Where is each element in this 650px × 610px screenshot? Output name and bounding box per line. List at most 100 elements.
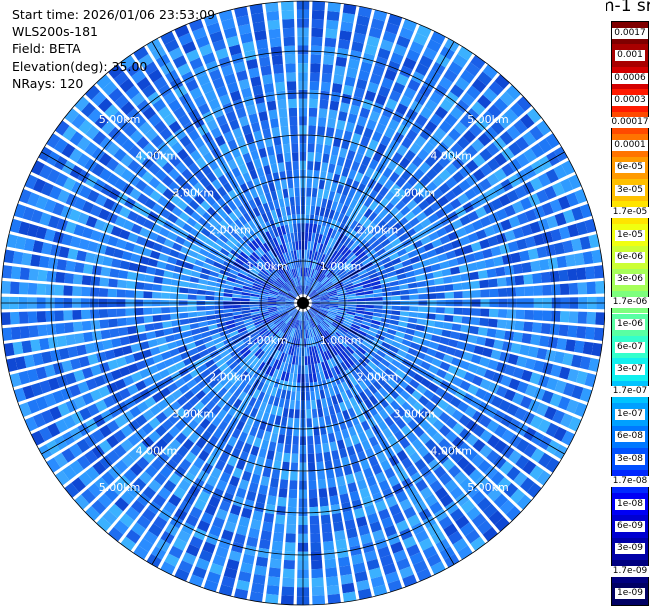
range-gate-cell [309,89,319,100]
field-label: Field: BETA [12,41,81,57]
ray [218,9,301,295]
range-gate-cell [346,67,358,79]
range-gate-cell [36,311,47,323]
range-gate-cell [318,263,324,272]
range-gate-cell [299,258,302,268]
azimuth-line [302,302,565,455]
range-gate-cell [341,93,352,105]
range-gate-cell [343,280,353,286]
range-gate-cell [387,579,403,593]
range-gate-cell [501,163,515,177]
range-gate-cell [504,230,516,242]
range-gate-cell [300,329,303,339]
range-gate-cell [288,336,293,346]
range-gate-cell [334,165,343,176]
range-gate-cell [369,110,381,123]
range-gate-cell [223,288,234,294]
range-gate-cell [143,219,155,230]
range-gate-cell [158,487,172,500]
range-gate-cell [206,22,221,35]
range-gate-cell [152,291,162,299]
range-gate-cell [566,192,579,207]
range-gate-cell [227,272,238,279]
range-gate-cell [344,158,353,169]
range-gate-cell [238,571,252,583]
range-gate-cell [149,250,161,260]
range-gate-cell [310,205,316,215]
range-gate-cell [361,420,371,431]
range-gate-cell [339,339,348,348]
colorbar-tick-label: 0.00017 [609,117,650,129]
range-gate-cell [439,336,450,346]
range-gate-cell [479,415,492,428]
range-gate-cell [533,387,546,401]
range-gate-cell [496,319,507,329]
range-gate-cell [482,526,498,542]
range-gate-cell [292,161,299,171]
range-gate-cell [369,483,381,496]
range-gate-cell [181,426,193,438]
range-gate-cell [384,202,395,213]
range-gate-cell [54,310,64,322]
range-gate-cell [455,99,470,113]
colorbar-tick-label: 0.0003 [612,94,648,106]
range-gate-cell [375,122,387,135]
range-gate-cell [361,367,370,377]
range-gate-cell [403,506,417,519]
range-gate-cell [351,276,361,283]
range-gate-cell [335,316,344,322]
range-gate-cell [264,333,273,342]
range-gate-cell [542,310,552,322]
range-gate-cell [357,251,367,260]
range-gate-cell [439,472,453,486]
range-gate-cell [78,356,90,368]
azimuth-line [41,151,304,304]
range-gate-cell [579,356,591,370]
range-gate-cell [239,225,249,236]
range-gate-cell [322,532,334,542]
ray [6,304,295,372]
range-gate-cell [187,294,197,300]
range-gate-cell [391,340,402,349]
range-gate-cell [292,288,298,296]
range-gate-cell [98,362,111,374]
range-gate-cell [143,530,158,545]
range-gate-cell [428,341,440,350]
range-gate-cell [286,317,293,325]
range-gate-cell [135,324,146,333]
range-gate-cell [499,243,510,255]
range-gate-cell [246,415,255,426]
range-gate-cell [148,176,161,189]
range-gate-cell [323,540,335,551]
range-gate-cell [320,304,330,307]
range-gate-cell [305,232,309,241]
range-gate-cell [550,364,562,378]
range-gate-cell [232,305,241,309]
range-gate-cell [309,497,318,508]
range-gate-cell [448,530,463,545]
range-gate-cell [326,585,340,596]
range-gate-cell [497,288,508,297]
range-gate-cell [389,206,400,217]
range-gate-cell [313,354,318,365]
range-gate-cell [353,191,362,202]
range-gate-cell [277,496,287,507]
range-gate-cell [120,168,134,182]
range-gate-cell [286,326,292,335]
range-gate-cell [433,465,447,479]
range-gate-cell [277,277,285,285]
range-gate-cell [320,305,330,308]
range-gate-cell [280,288,289,294]
range-gate-cell [422,47,438,61]
range-gate-cell [250,293,260,297]
range-gate-cell [200,200,211,211]
range-gate-cell [206,389,217,400]
range-gate-cell [81,102,96,118]
range-gate-cell [143,291,153,299]
range-gate-cell [69,460,84,475]
range-gate-cell [58,347,70,360]
range-gate-cell [426,39,442,53]
range-gate-cell [266,335,274,344]
range-gate-cell [308,480,317,490]
range-gate-cell [317,362,323,372]
